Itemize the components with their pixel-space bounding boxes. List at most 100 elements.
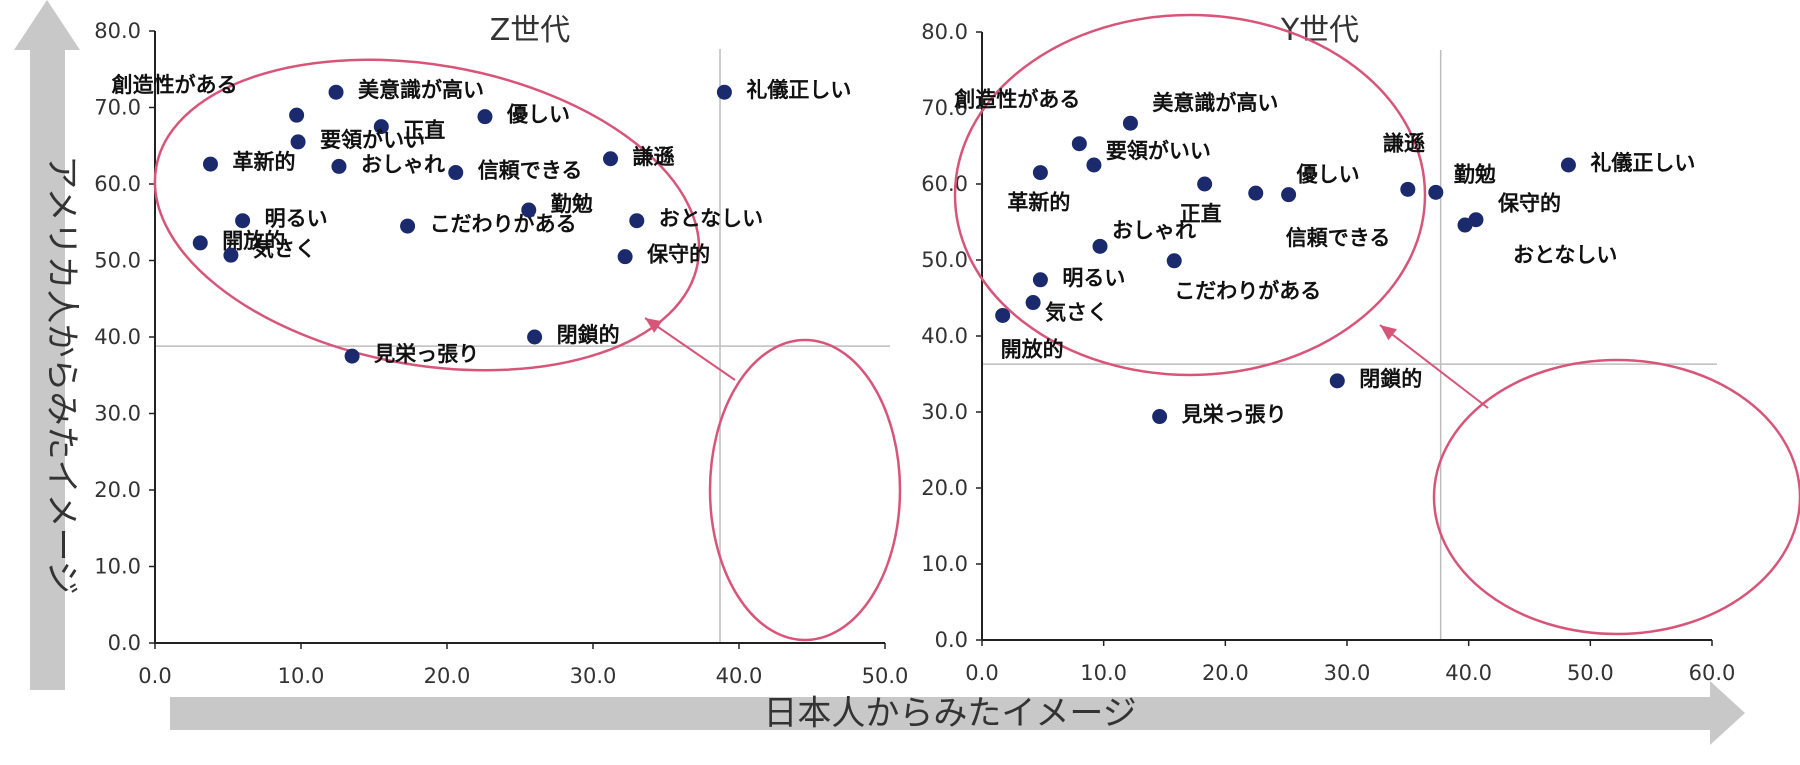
data-label: 信頼できる xyxy=(1286,226,1391,250)
data-point xyxy=(1457,217,1473,233)
data-point xyxy=(521,202,537,218)
data-label: 礼儀正しい xyxy=(746,78,851,102)
y-tick-label: 0.0 xyxy=(935,628,968,652)
data-point xyxy=(1092,238,1108,254)
data-label: 優しい xyxy=(506,103,570,127)
data-point xyxy=(192,235,208,251)
data-label: 明るい xyxy=(265,207,328,231)
data-point xyxy=(1122,115,1138,131)
y-tick-label: 30.0 xyxy=(94,402,141,426)
x-tick-label: 30.0 xyxy=(570,664,617,688)
data-label: 勤勉 xyxy=(551,192,593,216)
y-tick-label: 80.0 xyxy=(94,19,141,43)
y-tick-label: 50.0 xyxy=(921,248,968,272)
data-point xyxy=(373,119,389,135)
y-axis-arrow xyxy=(14,0,80,690)
shift-arrow-head xyxy=(645,318,663,333)
y-tick-label: 60.0 xyxy=(921,172,968,196)
data-point xyxy=(1166,253,1182,269)
data-label: おしゃれ xyxy=(1112,218,1196,242)
x-tick-label: 50.0 xyxy=(1567,661,1614,685)
x-tick-label: 60.0 xyxy=(1689,661,1736,685)
data-label: 美意識が高い xyxy=(1152,91,1278,115)
data-label: おとなしい xyxy=(1513,243,1617,267)
y-generation-chart: Y世代 0.0 10.0 20.0 30.0 40.0 50.0 60.0 0.0 10.0 20.… xyxy=(921,13,1800,685)
data-point xyxy=(1428,184,1444,200)
y-tick-label: 40.0 xyxy=(921,324,968,348)
y-tick-label: 10.0 xyxy=(94,555,141,579)
y-tick-label: 0.0 xyxy=(108,631,141,655)
data-point xyxy=(1071,136,1087,152)
data-label: 見栄っ張り xyxy=(1182,403,1287,427)
x-axis-title: 日本人からみたイメージ xyxy=(763,694,1136,734)
data-point xyxy=(328,84,344,100)
x-tick-label: 20.0 xyxy=(1202,661,1249,685)
data-point xyxy=(1248,185,1264,201)
data-point xyxy=(1281,187,1297,203)
data-label: 正直 xyxy=(1180,202,1222,226)
y-tick-label: 20.0 xyxy=(921,476,968,500)
data-point xyxy=(995,307,1011,323)
cluster-ellipse xyxy=(953,13,1427,377)
shift-arrow-line xyxy=(1379,324,1489,409)
z-generation-chart: Z世代 0.0 10.0 20.0 30.0 40.0 50.0 0.0 10.0 20.0 30.… xyxy=(94,13,908,688)
data-label: 気さく xyxy=(253,237,316,261)
data-point xyxy=(290,134,306,150)
data-point xyxy=(1560,157,1576,173)
y-tick-label: 10.0 xyxy=(921,552,968,576)
x-tick-label: 0.0 xyxy=(138,664,171,688)
data-label: 閉鎖的 xyxy=(557,323,620,347)
y-tick-label: 50.0 xyxy=(94,249,141,273)
y-tick-label: 60.0 xyxy=(94,172,141,196)
data-label: 革新的 xyxy=(232,150,295,174)
data-label: 気さく xyxy=(1045,301,1108,325)
x-tick-label: 20.0 xyxy=(424,664,471,688)
data-label: 保守的 xyxy=(1497,192,1561,216)
data-label: 保守的 xyxy=(646,243,710,267)
chart-title: Y世代 xyxy=(1280,13,1359,48)
x-tick-label: 50.0 xyxy=(862,664,909,688)
x-tick-label: 10.0 xyxy=(1080,661,1127,685)
x-tick-label: 30.0 xyxy=(1324,661,1371,685)
data-label: こだわりがある xyxy=(1174,279,1321,303)
y-tick-label: 30.0 xyxy=(921,400,968,424)
data-label: 要領がいい xyxy=(320,128,425,152)
data-label: こだわりがある xyxy=(430,212,577,236)
data-point xyxy=(400,218,416,234)
data-label: 革新的 xyxy=(1007,191,1070,215)
x-tick-label: 0.0 xyxy=(965,661,998,685)
data-point xyxy=(202,156,218,172)
data-point xyxy=(603,151,619,167)
chart-title: Z世代 xyxy=(490,13,571,48)
data-label: 開放的 xyxy=(1001,337,1064,361)
data-label: 謙遜 xyxy=(633,145,675,169)
data-point xyxy=(448,165,464,181)
x-tick-label: 40.0 xyxy=(1445,661,1492,685)
data-point xyxy=(331,158,347,174)
data-point xyxy=(617,249,633,265)
data-label: 礼儀正しい xyxy=(1590,151,1695,175)
data-label: 信頼できる xyxy=(478,159,583,183)
data-label: 見栄っ張り xyxy=(374,342,479,366)
x-tick-label: 40.0 xyxy=(716,664,763,688)
data-label: 正直 xyxy=(403,119,445,143)
y-tick-label: 70.0 xyxy=(94,96,141,120)
data-point xyxy=(223,247,239,263)
data-label: 謙遜 xyxy=(1383,131,1425,155)
y-tick-label: 40.0 xyxy=(94,325,141,349)
x-axis-arrow xyxy=(170,681,1745,745)
data-point xyxy=(235,213,251,229)
data-label: 明るい xyxy=(1062,266,1125,290)
cluster-ellipse xyxy=(153,58,701,372)
data-label: 閉鎖的 xyxy=(1359,367,1422,391)
data-label: 優しい xyxy=(1296,163,1360,187)
data-point xyxy=(344,348,360,364)
target-ellipse xyxy=(1432,358,1800,636)
y-tick-label: 20.0 xyxy=(94,478,141,502)
data-point xyxy=(1032,272,1048,288)
data-label: おとなしい xyxy=(659,207,763,231)
data-point xyxy=(716,84,732,100)
data-point xyxy=(1086,157,1102,173)
data-point xyxy=(1197,176,1213,192)
